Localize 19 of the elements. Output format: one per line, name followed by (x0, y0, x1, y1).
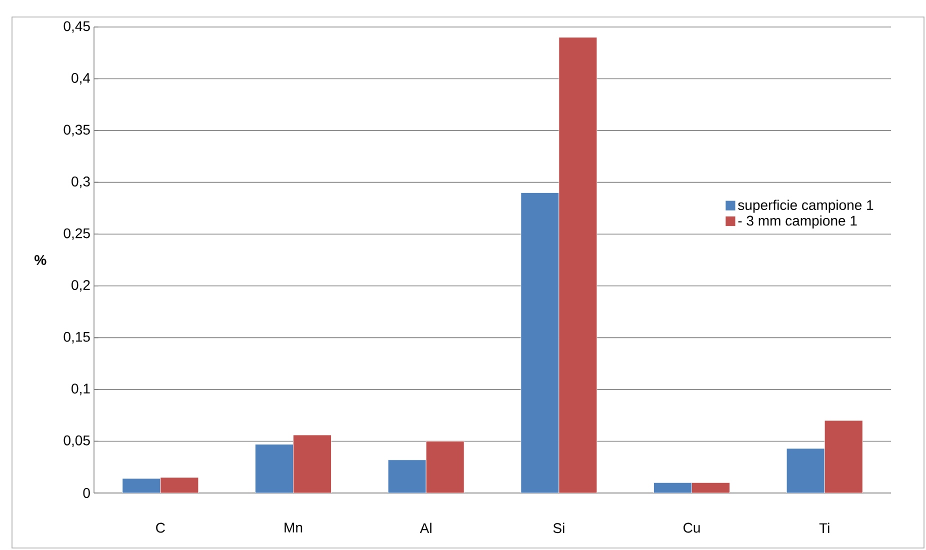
y-tick-label: 0,4 (72, 72, 90, 85)
x-tick-label: C (156, 522, 165, 533)
x-tick-label: Al (420, 522, 432, 533)
y-tick-label: 0,25 (64, 228, 90, 240)
legend-label: superficie campione 1 (738, 200, 874, 213)
x-tick-label: Ti (819, 522, 830, 533)
y-tick-label: 0,05 (64, 435, 90, 447)
y-tick-label: 0,35 (64, 124, 90, 136)
x-tick-label: Cu (684, 522, 700, 533)
legend-label: - 3 mm campione 1 (738, 215, 857, 228)
y-tick-label: 0 (83, 488, 90, 498)
x-tick-label: Si (553, 522, 564, 534)
y-axis-title: % (34, 255, 46, 265)
y-tick-label: 0,45 (64, 21, 90, 33)
y-tick-label: 0,2 (72, 280, 90, 292)
x-tick-label: Mn (284, 522, 302, 532)
y-tick-label: 0,1 (72, 384, 90, 396)
y-tick-label: 0,3 (72, 176, 90, 188)
y-tick-label: 0,15 (64, 332, 90, 344)
